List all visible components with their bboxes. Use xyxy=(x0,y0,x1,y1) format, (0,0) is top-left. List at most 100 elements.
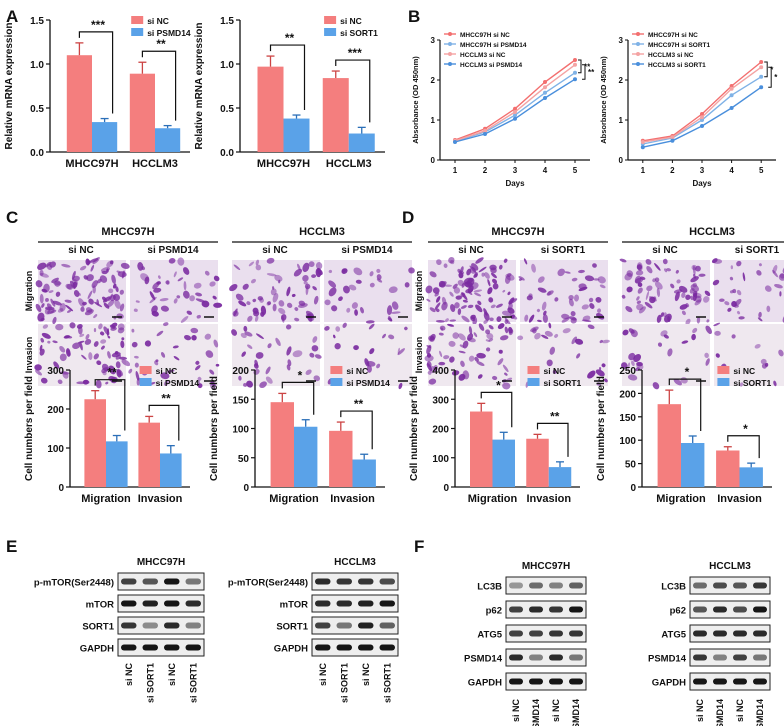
panel-letter-F: F xyxy=(414,537,424,556)
stained-cell xyxy=(443,263,448,268)
stained-cell xyxy=(764,285,772,292)
stained-cell xyxy=(711,258,718,264)
stained-cell xyxy=(397,347,400,355)
data-point xyxy=(729,84,734,88)
blot-strip xyxy=(689,624,771,643)
stained-cell xyxy=(173,356,180,361)
stained-cell xyxy=(278,279,281,284)
row-label: Migration xyxy=(414,271,424,312)
stained-cell xyxy=(646,285,653,292)
stained-cell xyxy=(547,291,551,296)
stained-cell xyxy=(209,381,216,390)
cell-line-header: HCCLM3 xyxy=(689,226,735,238)
bar xyxy=(84,399,106,487)
stained-cell xyxy=(95,379,102,389)
significance-mark: ** xyxy=(354,397,364,411)
stained-cell xyxy=(636,296,640,301)
row-label: Invasion xyxy=(414,337,424,374)
data-point xyxy=(453,140,457,144)
stained-cell xyxy=(489,317,494,322)
stained-cell xyxy=(481,272,485,277)
stained-cell xyxy=(293,268,303,277)
stained-cell xyxy=(360,306,364,314)
stained-cell xyxy=(287,359,292,367)
series-line xyxy=(642,76,762,145)
stained-cell xyxy=(441,301,448,311)
data-point xyxy=(640,145,645,150)
significance-bracket xyxy=(340,410,373,450)
blot-strip xyxy=(117,638,205,657)
y-tick-label: 0.5 xyxy=(220,104,234,115)
stained-cell xyxy=(103,302,110,309)
stained-cell xyxy=(528,314,535,323)
stained-cell xyxy=(601,339,610,344)
significance-bracket xyxy=(536,422,569,457)
stained-cell xyxy=(134,362,139,368)
stained-cell xyxy=(101,367,109,374)
stained-cell xyxy=(324,326,330,331)
protein-label: LC3B xyxy=(477,582,502,593)
protein-band xyxy=(529,678,543,685)
stained-cell xyxy=(117,271,127,278)
stained-cell xyxy=(366,365,372,373)
stained-cell xyxy=(159,298,169,302)
stained-cell xyxy=(166,369,175,373)
y-tick-label: 0 xyxy=(243,483,249,494)
y-tick-label: 100 xyxy=(47,444,64,455)
stained-cell xyxy=(518,278,523,281)
stained-cell xyxy=(569,316,577,321)
protein-band xyxy=(569,606,583,613)
significance-mark: ** xyxy=(285,31,295,45)
stained-cell xyxy=(474,356,479,362)
lane-label: si NC xyxy=(551,699,561,723)
stained-cell xyxy=(111,352,121,358)
stained-cell xyxy=(426,298,431,302)
stained-cell xyxy=(173,298,178,304)
protein-band xyxy=(185,600,201,607)
stained-cell xyxy=(492,278,498,284)
stained-cell xyxy=(84,339,92,345)
stained-cell xyxy=(153,287,162,293)
stained-cell xyxy=(485,339,491,342)
significance-bracket xyxy=(727,435,760,459)
stained-cell xyxy=(424,355,434,362)
legend-label: si PSMD14 xyxy=(346,378,390,388)
stained-cell xyxy=(52,300,62,306)
stained-cell xyxy=(390,311,401,314)
stained-cell xyxy=(596,382,602,386)
stained-cell xyxy=(163,322,169,327)
stained-cell xyxy=(232,310,239,317)
protein-band xyxy=(693,654,707,661)
x-tick-label: 3 xyxy=(513,166,518,175)
stained-cell xyxy=(537,319,542,323)
stained-cell xyxy=(666,268,672,272)
stained-cell xyxy=(597,276,606,284)
stained-cell xyxy=(93,341,99,347)
stained-cell xyxy=(180,315,189,323)
stained-cell xyxy=(589,303,595,309)
stained-cell xyxy=(657,342,663,347)
cell-line-header: MHCC97H xyxy=(522,561,570,572)
stained-cell xyxy=(85,258,90,266)
legend-swatch xyxy=(324,16,337,24)
stained-cell xyxy=(215,363,220,367)
x-tick-label: 1 xyxy=(453,166,458,175)
stained-cell xyxy=(434,302,441,310)
stained-cell xyxy=(690,276,699,283)
protein-band xyxy=(379,600,395,607)
y-tick-label: 3 xyxy=(431,36,436,45)
stained-cell xyxy=(135,371,140,381)
stained-cell xyxy=(714,330,721,336)
stained-cell xyxy=(468,355,475,362)
significance-bracket xyxy=(94,379,126,431)
data-point xyxy=(543,80,547,84)
x-tick-label: Migration xyxy=(468,493,518,505)
stained-cell xyxy=(260,311,265,317)
stained-cell xyxy=(731,334,736,339)
stained-cell xyxy=(209,369,215,375)
legend-swatch xyxy=(527,366,540,374)
stained-cell xyxy=(631,360,635,367)
data-point xyxy=(670,138,675,143)
stained-cell xyxy=(156,330,164,337)
protein-band xyxy=(753,582,767,589)
